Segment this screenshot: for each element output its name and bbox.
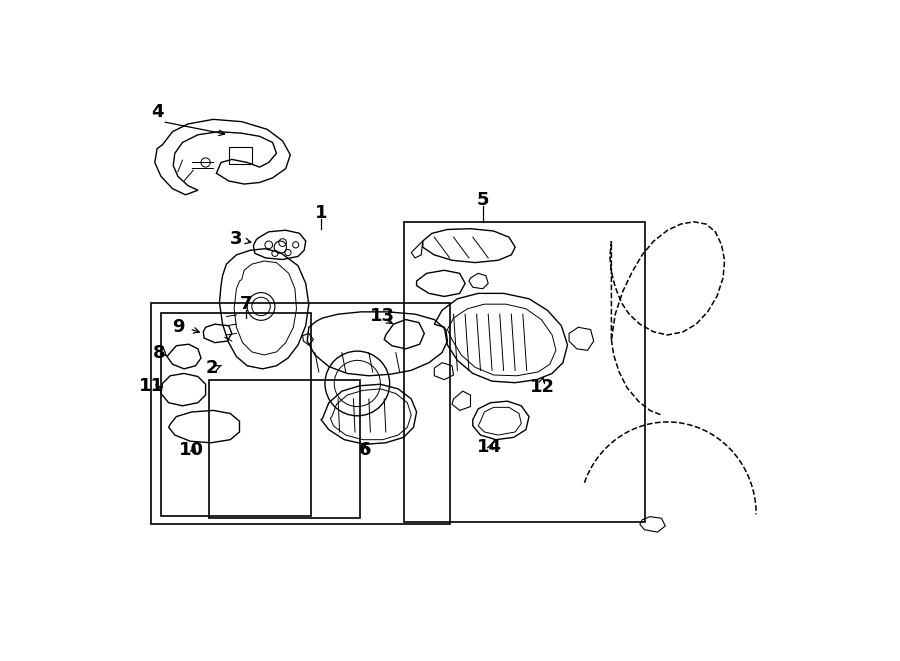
Bar: [229, 147, 252, 164]
Text: 9: 9: [172, 318, 184, 336]
Text: 3: 3: [230, 231, 242, 249]
Text: 14: 14: [477, 438, 502, 456]
Text: 11: 11: [140, 377, 164, 395]
Bar: [209, 379, 360, 518]
Text: 12: 12: [529, 378, 554, 397]
Text: 7: 7: [239, 295, 252, 313]
Text: 1: 1: [315, 204, 328, 221]
Text: 8: 8: [153, 344, 166, 362]
Bar: [403, 222, 644, 522]
Text: 13: 13: [370, 307, 395, 325]
Text: 2: 2: [205, 359, 218, 377]
Bar: [151, 303, 450, 524]
Text: 6: 6: [359, 442, 371, 459]
Text: 10: 10: [179, 442, 204, 459]
Bar: [161, 313, 311, 516]
Text: 5: 5: [477, 191, 489, 210]
Text: 4: 4: [151, 102, 164, 121]
